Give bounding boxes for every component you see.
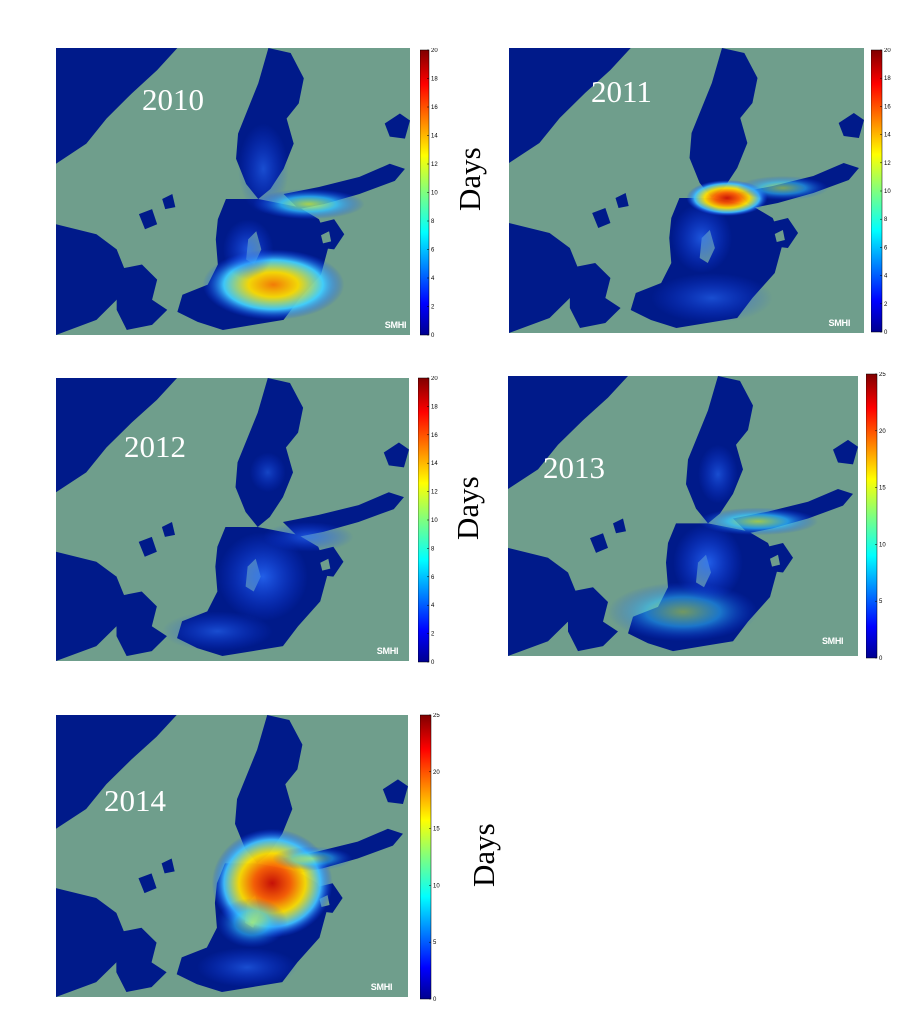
colorbar-tick-label: 4: [431, 276, 435, 282]
colorbar-tick-label: 18: [431, 77, 438, 83]
colorbar-tick-label: 0: [431, 333, 435, 338]
smhi-watermark: SMHI: [371, 982, 392, 992]
colorbar-tick-label: 16: [431, 433, 438, 439]
colorbar-tick-label: 16: [431, 105, 438, 111]
colorbar-tick-label: 14: [884, 133, 891, 139]
colorbar-tick-label: 2: [884, 302, 888, 308]
colorbar-tick-label: 20: [433, 770, 440, 776]
colorbar-tick-label: 2: [431, 632, 435, 638]
smhi-watermark: SMHI: [822, 636, 843, 646]
colorbar-tick-label: 8: [884, 217, 888, 223]
colorbar-tick-label: 15: [879, 486, 886, 492]
colorbar-tick-label: 20: [431, 48, 438, 54]
smhi-watermark: SMHI: [377, 646, 398, 656]
colorbar-tick-label: 25: [433, 713, 440, 719]
colorbar-tick-label: 8: [431, 546, 435, 552]
colorbar-tick-label: 10: [431, 518, 438, 524]
colorbar-tick-label: 6: [431, 575, 435, 581]
colorbar-tick-label: 16: [884, 104, 891, 110]
colorbar-tick-label: 18: [431, 404, 438, 410]
colorbar-tick-label: 2: [431, 305, 435, 311]
colorbar-2014: 25 20 15 10 5 0: [420, 713, 440, 1003]
colorbar-tick-label: 12: [884, 161, 891, 167]
colorbar-label: Days: [450, 476, 485, 540]
map-2011: SMHI: [509, 48, 864, 333]
year-label: 2011: [591, 74, 652, 109]
year-label: 2013: [543, 450, 605, 485]
colorbar-label: Days: [452, 147, 487, 211]
colorbar-tick-label: 15: [433, 827, 440, 833]
year-label: 2010: [142, 82, 204, 117]
colorbar-tick-label: 20: [879, 429, 886, 435]
colorbar-tick-label: 18: [884, 76, 891, 82]
colorbar-tick-label: 0: [879, 656, 883, 662]
smhi-watermark: SMHI: [829, 318, 851, 328]
colorbar-tick-label: 0: [431, 660, 435, 666]
map-2012: SMHI: [56, 378, 409, 661]
colorbar-label: Days: [466, 823, 501, 887]
smhi-watermark: SMHI: [385, 320, 407, 330]
colorbar-tick-label: 6: [884, 245, 888, 251]
colorbar-tick-label: 10: [431, 191, 438, 197]
colorbar-tick-label: 10: [879, 542, 886, 548]
map-2013: SMHI: [508, 376, 858, 656]
colorbar-tick-label: 14: [431, 461, 438, 467]
colorbar-tick-label: 5: [879, 599, 883, 605]
colorbar-tick-label: 14: [431, 134, 438, 140]
colorbar-tick-label: 20: [431, 376, 438, 382]
colorbar-tick-label: 20: [884, 48, 891, 54]
year-label: 2012: [124, 429, 186, 464]
colorbar-tick-label: 25: [879, 372, 886, 378]
colorbar-tick-label: 8: [431, 219, 435, 225]
colorbar-tick-label: 12: [431, 162, 438, 168]
map-2010: SMHI: [56, 48, 410, 335]
year-label: 2014: [104, 783, 166, 818]
colorbar-tick-label: 4: [884, 274, 888, 280]
colorbar-2013: 25 20 15 10 5 0: [866, 372, 886, 662]
colorbar-tick-label: 10: [884, 189, 891, 195]
colorbar-tick-label: 0: [884, 330, 888, 336]
colorbar-tick-label: 5: [433, 940, 437, 946]
colorbar-tick-label: 12: [431, 490, 438, 496]
colorbar-tick-label: 6: [431, 248, 435, 254]
colorbar-tick-label: 0: [433, 997, 437, 1003]
map-2014: SMHI: [56, 715, 408, 997]
colorbar-tick-label: 4: [431, 603, 435, 609]
colorbar-tick-label: 10: [433, 883, 440, 889]
